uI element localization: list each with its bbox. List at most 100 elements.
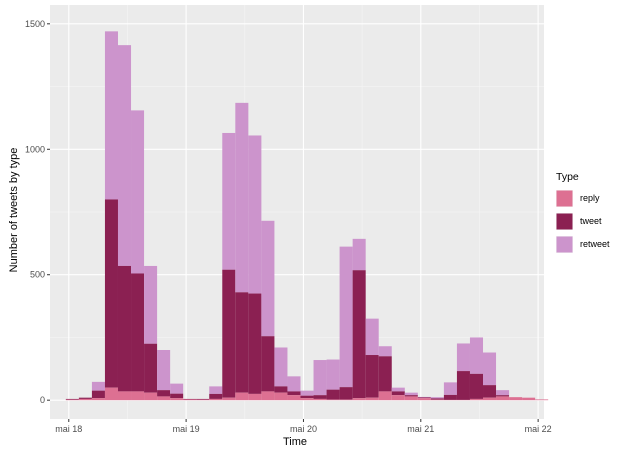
bar-reply	[287, 395, 301, 401]
bar-tweet	[183, 398, 197, 400]
bar-reply	[235, 392, 249, 401]
bar-reply	[391, 395, 405, 401]
bar-tweet	[469, 373, 484, 399]
legend: Type reply tweet retweet	[556, 171, 610, 253]
y-tick-label: 1000	[25, 144, 45, 154]
bar-tweet	[300, 395, 314, 399]
x-tick-label: mai 19	[173, 424, 200, 434]
bar-tweet	[287, 391, 301, 396]
bar-reply	[157, 396, 171, 401]
bar-tweet	[157, 390, 171, 397]
bar-tweet	[144, 343, 158, 393]
bar-reply	[274, 392, 288, 401]
bar-tweet	[352, 270, 366, 399]
bar-reply	[248, 393, 262, 401]
legend-label-reply: reply	[580, 193, 600, 203]
bar-reply	[509, 397, 523, 401]
bar-reply	[104, 387, 118, 401]
bar-reply	[170, 398, 184, 401]
legend-title: Type	[556, 171, 579, 183]
bar-retweet	[209, 386, 223, 394]
bar-retweet	[391, 387, 405, 392]
bar-reply	[144, 392, 158, 401]
bar-tweet	[196, 398, 210, 400]
bar-tweet	[456, 371, 470, 400]
bar-tweet	[91, 390, 105, 399]
bar-retweet	[261, 220, 275, 337]
bar-retweet	[313, 360, 327, 396]
bar-retweet	[91, 381, 105, 391]
bar-retweet	[378, 346, 392, 357]
bar-reply	[209, 398, 223, 401]
bar-reply	[78, 398, 92, 401]
bar-reply	[117, 391, 132, 401]
bar-retweet	[170, 383, 184, 394]
y-tick-label: 1500	[25, 19, 45, 29]
bar-retweet	[144, 265, 158, 344]
bar-reply	[417, 398, 431, 401]
y-tick-label: 0	[40, 395, 45, 405]
bar-retweet	[326, 359, 340, 390]
bar-retweet	[456, 343, 470, 372]
bar-reply	[339, 399, 353, 401]
bar-reply	[196, 399, 210, 401]
bar-retweet	[117, 45, 132, 266]
bar-tweet	[117, 265, 132, 392]
bar-reply	[222, 397, 236, 401]
y-axis: 0 500 1000 1500	[25, 19, 50, 405]
legend-key-tweet	[556, 213, 573, 230]
bar-retweet	[157, 350, 171, 391]
bar-reply	[496, 396, 510, 401]
x-tick-label: mai 21	[407, 424, 434, 434]
bar-tweet	[378, 356, 392, 392]
bar-reply	[535, 399, 549, 401]
legend-label-tweet: tweet	[580, 216, 602, 226]
bar-retweet	[104, 31, 118, 200]
legend-label-retweet: retweet	[580, 239, 610, 249]
bar-reply	[183, 399, 197, 401]
bar-retweet	[417, 396, 431, 398]
bar-retweet	[287, 376, 301, 392]
x-tick-label: mai 22	[525, 424, 552, 434]
bar-tweet	[391, 391, 405, 396]
bar-retweet	[248, 135, 262, 294]
bar-tweet	[404, 395, 418, 397]
y-tick-label: 500	[30, 270, 45, 280]
bar-reply	[313, 398, 327, 401]
bar-tweet	[78, 397, 92, 399]
bar-tweet	[209, 393, 223, 399]
bar-tweet	[430, 398, 444, 400]
bar-tweet	[326, 389, 340, 400]
bar-tweet	[170, 393, 184, 399]
bar-retweet	[496, 390, 510, 396]
bar-retweet	[430, 397, 444, 399]
bar-tweet	[65, 398, 79, 400]
x-tick-label: mai 20	[290, 424, 317, 434]
legend-key-retweet	[556, 236, 573, 253]
bar-reply	[65, 399, 79, 401]
bar-tweet	[483, 385, 497, 398]
bar-tweet	[274, 386, 288, 393]
bar-retweet	[222, 132, 236, 270]
bar-retweet	[469, 337, 484, 374]
bar-tweet	[261, 336, 275, 392]
bar-reply	[91, 398, 105, 401]
bar-reply	[365, 397, 379, 401]
bar-retweet	[235, 102, 249, 293]
bar-reply	[430, 399, 444, 401]
bar-retweet	[274, 347, 288, 387]
bar-reply	[326, 399, 340, 401]
x-axis: mai 18 mai 19 mai 20 mai 21 mai 22	[55, 419, 552, 434]
bar-tweet	[313, 395, 327, 399]
bar-tweet	[222, 269, 236, 398]
bar-reply	[378, 391, 392, 401]
legend-key-reply	[556, 190, 573, 207]
bar-tweet	[339, 387, 353, 400]
x-tick-label: mai 18	[55, 424, 82, 434]
bar-tweet	[104, 199, 118, 388]
bar-reply	[352, 398, 366, 401]
bar-reply	[404, 396, 418, 401]
bar-retweet	[300, 390, 314, 396]
bar-reply	[261, 391, 275, 401]
